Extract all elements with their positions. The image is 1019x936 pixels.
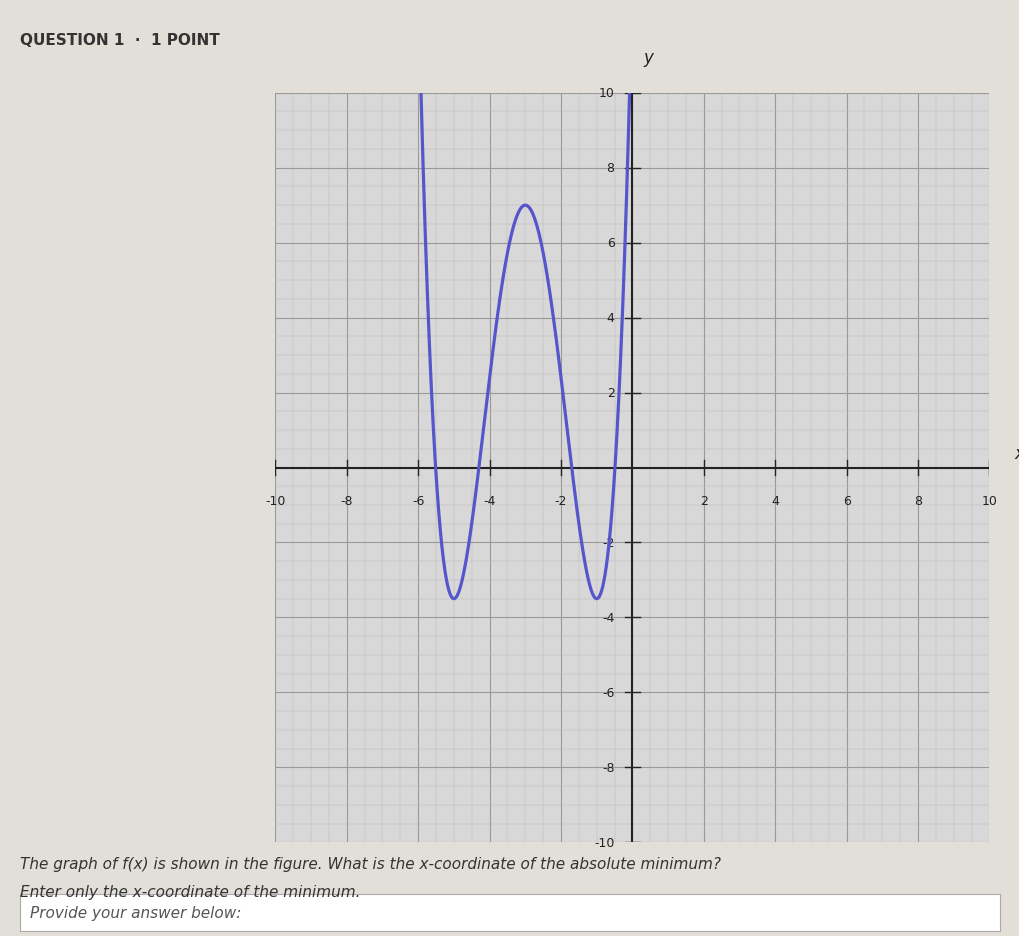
Text: x: x: [1013, 444, 1019, 462]
Text: 8: 8: [913, 494, 921, 507]
Text: y: y: [643, 50, 652, 67]
Text: -6: -6: [601, 686, 613, 699]
Text: 6: 6: [606, 237, 613, 250]
Text: 4: 4: [606, 312, 613, 325]
Text: 6: 6: [842, 494, 850, 507]
Text: 2: 2: [699, 494, 707, 507]
Text: 4: 4: [770, 494, 779, 507]
Text: Enter only the x-coordinate of the minimum.: Enter only the x-coordinate of the minim…: [20, 885, 361, 899]
Text: -10: -10: [594, 836, 613, 849]
Text: 8: 8: [606, 162, 613, 175]
Text: -8: -8: [601, 761, 613, 774]
Text: -4: -4: [483, 494, 495, 507]
Text: -6: -6: [412, 494, 424, 507]
Text: -8: -8: [340, 494, 353, 507]
Text: QUESTION 1  ·  1 POINT: QUESTION 1 · 1 POINT: [20, 33, 220, 48]
Text: -10: -10: [265, 494, 285, 507]
Text: Provide your answer below:: Provide your answer below:: [31, 905, 242, 920]
Text: The graph of f(x) is shown in the figure. What is the x-coordinate of the absolu: The graph of f(x) is shown in the figure…: [20, 856, 720, 871]
Text: -2: -2: [601, 536, 613, 549]
Text: 10: 10: [980, 494, 997, 507]
Text: -4: -4: [601, 611, 613, 624]
Text: 10: 10: [598, 87, 613, 100]
Text: 2: 2: [606, 387, 613, 400]
Text: -2: -2: [554, 494, 567, 507]
